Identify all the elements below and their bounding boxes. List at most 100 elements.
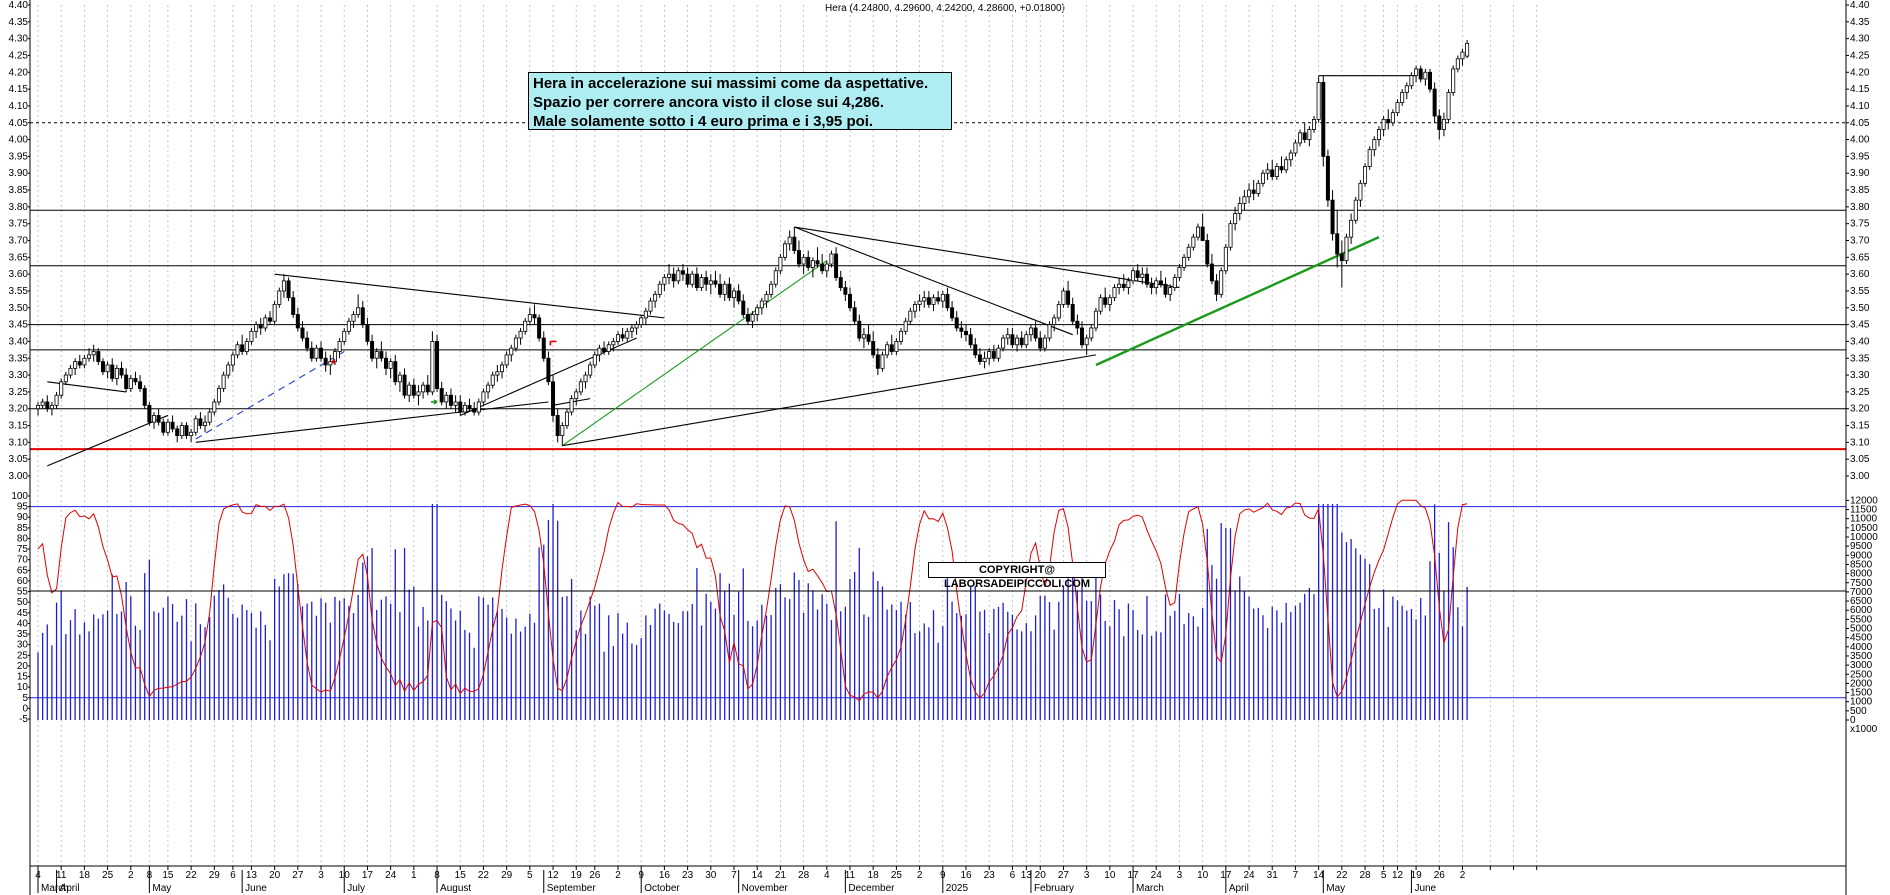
candle xyxy=(546,351,551,386)
candle xyxy=(91,344,96,362)
candle-body xyxy=(240,344,245,352)
candle-body xyxy=(272,304,277,322)
candle xyxy=(1441,112,1446,137)
candle-body xyxy=(1298,132,1303,144)
x-month-label: April xyxy=(60,883,80,894)
candle xyxy=(704,270,709,291)
candle xyxy=(179,422,184,439)
candle-body xyxy=(657,283,662,295)
y-tick-label-left: 3.05 xyxy=(9,454,29,465)
candle-body xyxy=(36,404,41,410)
candle-body xyxy=(1196,226,1201,238)
candle xyxy=(1093,307,1098,332)
y-tick-label-right: 3.90 xyxy=(1850,168,1870,179)
candle xyxy=(648,297,653,315)
candle xyxy=(950,301,955,322)
candle-body xyxy=(254,324,259,332)
candle xyxy=(110,358,115,382)
candle xyxy=(560,422,565,446)
candle-body xyxy=(643,310,648,319)
x-tick-label: 5 xyxy=(527,870,533,881)
x-tick-label: 4 xyxy=(824,870,830,881)
candle-body xyxy=(922,297,927,302)
candle-body xyxy=(1353,199,1358,221)
candle xyxy=(439,381,444,406)
candle-body xyxy=(732,290,737,299)
candle-body xyxy=(959,327,964,332)
candle-body xyxy=(68,367,73,376)
candle-body xyxy=(128,378,133,389)
candle-body xyxy=(1200,226,1205,241)
osc-y-tick-label: 70 xyxy=(17,555,29,566)
candle-body xyxy=(1270,169,1275,177)
candle-body xyxy=(476,401,481,413)
candle-body xyxy=(796,250,801,265)
candle xyxy=(379,341,384,362)
candle-body xyxy=(680,270,685,275)
candle-body xyxy=(1247,189,1252,198)
osc-y-tick-label: 20 xyxy=(17,661,29,672)
candle-body xyxy=(875,354,880,369)
x-tick-label: 21 xyxy=(775,870,787,881)
candle xyxy=(1302,122,1307,143)
candle-body xyxy=(541,337,546,359)
candle-body xyxy=(606,344,611,352)
candle-body xyxy=(889,344,894,352)
x-tick-label: 11 xyxy=(845,870,856,881)
x-tick-label: 10 xyxy=(1104,870,1116,881)
candle xyxy=(1038,331,1043,352)
osc-y-tick-label: 30 xyxy=(17,640,29,651)
candle xyxy=(170,415,175,433)
candle-body xyxy=(936,297,941,302)
candle-body xyxy=(374,351,379,359)
candle-body xyxy=(495,371,500,376)
osc-y-tick-label: -5 xyxy=(19,714,28,725)
x-tick-label: 2 xyxy=(917,870,923,881)
candle xyxy=(903,317,908,335)
x-tick-label: 7 xyxy=(1293,870,1299,881)
candle xyxy=(764,290,769,308)
x-tick-label: 28 xyxy=(1359,870,1371,881)
candle-body xyxy=(532,314,537,319)
candle-body xyxy=(267,317,272,322)
candle xyxy=(532,304,537,325)
y-tick-label-left: 3.50 xyxy=(9,303,29,314)
candle xyxy=(448,388,453,409)
candle-body xyxy=(987,351,992,359)
trendline xyxy=(47,414,169,467)
candle-body xyxy=(300,327,305,339)
x-tick-label: 18 xyxy=(868,870,880,881)
candle xyxy=(945,287,950,312)
candle xyxy=(165,418,170,436)
candle xyxy=(249,327,254,345)
candle xyxy=(1158,270,1163,288)
candle xyxy=(671,267,676,288)
candle xyxy=(894,338,899,355)
volume-y-tick-label: 1500 xyxy=(1850,688,1873,699)
volume-y-tick-label: 1000 xyxy=(1850,697,1873,708)
x-tick-label: 13 xyxy=(246,870,258,881)
candle-body xyxy=(1409,75,1414,87)
candle xyxy=(1131,267,1136,285)
candle xyxy=(518,327,523,345)
candle xyxy=(936,290,941,305)
volume-y-tick-label: 9000 xyxy=(1850,550,1873,561)
y-tick-label-right: 3.05 xyxy=(1850,454,1870,465)
candle xyxy=(838,270,843,291)
osc-y-tick-label: 25 xyxy=(17,650,29,661)
candle xyxy=(453,395,458,413)
candle-body xyxy=(407,384,412,396)
candle xyxy=(100,358,105,376)
y-tick-label-left: 3.70 xyxy=(9,236,29,247)
candle-body xyxy=(996,347,1001,359)
candle-body xyxy=(639,317,644,326)
candle-body xyxy=(1344,236,1349,262)
candle-body xyxy=(1144,273,1149,285)
candle xyxy=(151,412,156,429)
y-tick-label-right: 4.10 xyxy=(1850,101,1870,112)
candle xyxy=(383,351,388,376)
candle-body xyxy=(1335,233,1340,255)
candle xyxy=(977,348,982,365)
candle xyxy=(778,253,783,275)
candle xyxy=(499,361,504,379)
